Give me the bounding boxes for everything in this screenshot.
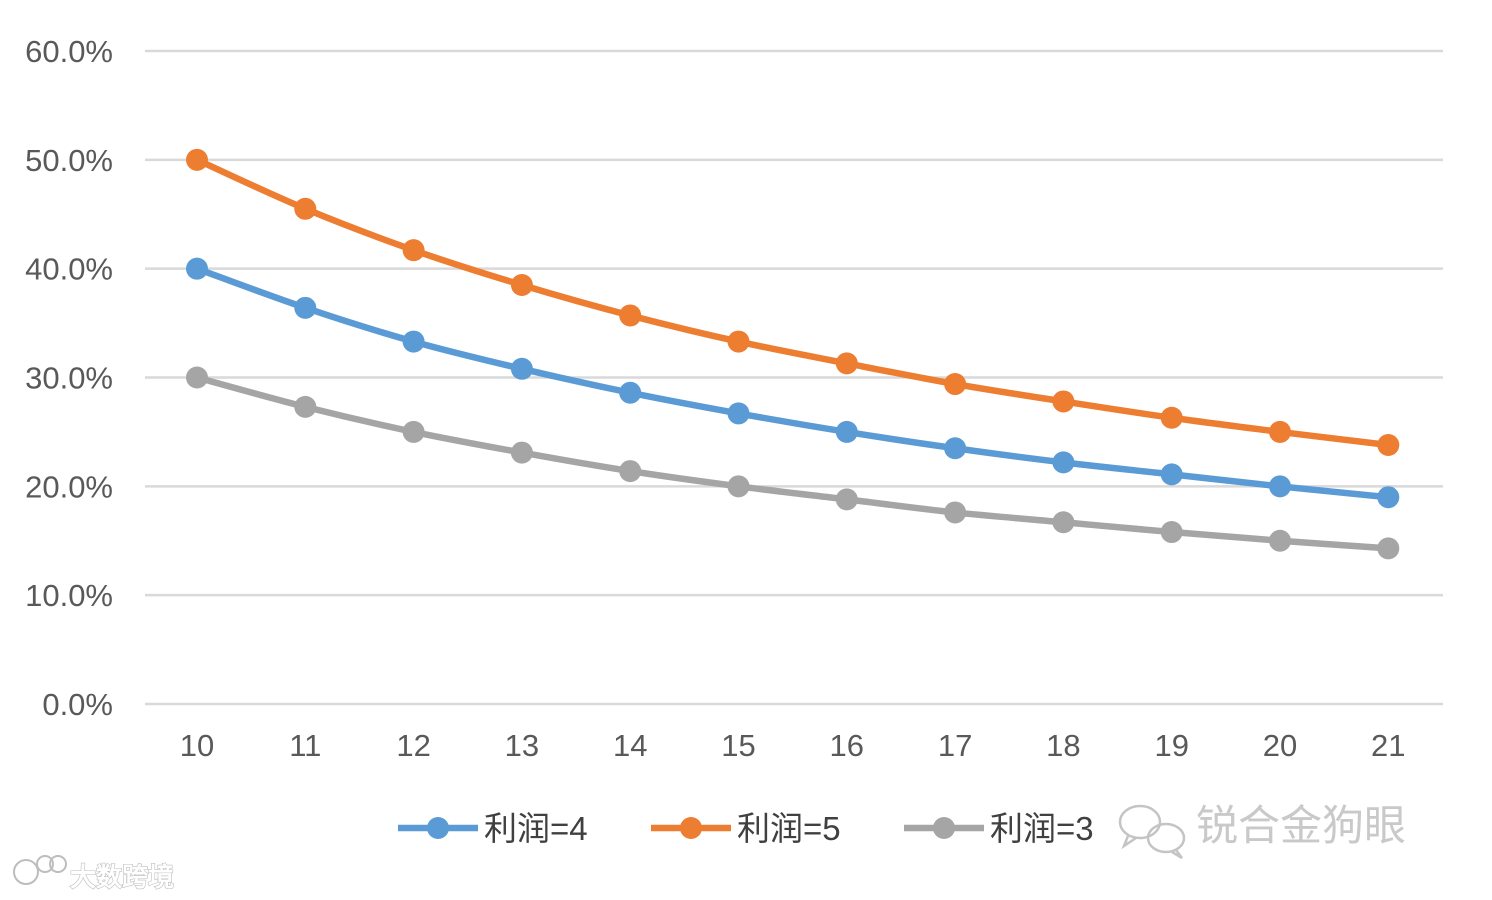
data-point	[186, 366, 208, 389]
legend-marker	[427, 817, 449, 839]
data-point	[727, 402, 750, 425]
legend-label: 利润=5	[737, 810, 841, 847]
x-tick-label: 19	[1154, 728, 1188, 763]
site-logo-watermark: 大数跨境	[13, 855, 175, 893]
data-point	[402, 239, 425, 262]
data-point	[1377, 433, 1400, 456]
data-point	[1160, 463, 1183, 486]
data-point	[727, 475, 750, 498]
legend-label: 利润=4	[484, 810, 588, 847]
data-point	[619, 304, 642, 327]
data-point	[944, 373, 967, 396]
data-point	[835, 420, 858, 443]
legend-label: 利润=3	[990, 810, 1094, 847]
data-point	[944, 437, 967, 460]
y-axis-tick-labels: 0.0% 10.0% 20.0% 30.0% 40.0% 50.0% 60.0%	[25, 34, 113, 722]
series-points	[186, 148, 1400, 560]
x-tick-label: 16	[830, 728, 864, 763]
data-point	[402, 330, 425, 353]
y-tick-label: 40.0%	[25, 252, 113, 287]
x-tick-label: 13	[505, 728, 539, 763]
x-tick-label: 18	[1046, 728, 1080, 763]
series-line	[193, 374, 1392, 552]
y-tick-label: 20.0%	[25, 469, 113, 504]
series-line	[193, 265, 1392, 501]
data-point	[510, 273, 533, 296]
data-point	[835, 488, 858, 511]
legend-marker	[680, 817, 702, 839]
legend-marker	[933, 817, 955, 839]
data-point	[402, 420, 425, 443]
x-tick-label: 21	[1371, 728, 1405, 763]
y-tick-label: 0.0%	[42, 687, 113, 722]
x-tick-label: 12	[396, 728, 430, 763]
legend-item: 利润=4	[398, 810, 588, 847]
data-point	[1052, 511, 1075, 534]
x-tick-label: 20	[1263, 728, 1297, 763]
data-point	[294, 395, 317, 418]
data-point	[186, 257, 208, 280]
data-point	[1377, 486, 1400, 509]
data-point	[294, 197, 317, 220]
data-point	[1052, 451, 1075, 474]
data-point	[1052, 390, 1075, 413]
data-point	[944, 501, 967, 524]
wechat-watermark: 锐合金狗眼	[1118, 802, 1406, 860]
data-point	[510, 357, 533, 380]
data-point	[186, 148, 208, 171]
legend: 利润=4 利润=5 利润=3	[398, 810, 1094, 847]
data-point	[1377, 537, 1400, 560]
x-tick-label: 11	[289, 728, 321, 763]
data-point	[1160, 521, 1183, 544]
series-line	[193, 156, 1392, 449]
data-point	[619, 460, 642, 483]
y-tick-label: 30.0%	[25, 361, 113, 396]
gridlines	[145, 49, 1443, 706]
x-axis-tick-labels: 10 11 12 13 14 15 16 17 18 19 20 21	[180, 728, 1406, 763]
data-point	[619, 381, 642, 404]
data-point	[294, 296, 317, 319]
site-logo-icon	[13, 855, 67, 885]
data-point	[1269, 420, 1291, 443]
data-point	[1269, 529, 1291, 552]
wechat-icon	[1118, 804, 1186, 860]
x-tick-label: 17	[938, 728, 972, 763]
site-logo-text: 大数跨境	[70, 862, 174, 892]
y-tick-label: 10.0%	[25, 578, 113, 613]
x-tick-label: 14	[613, 728, 647, 763]
x-tick-label: 10	[180, 728, 214, 763]
data-point	[1160, 406, 1183, 429]
data-point	[1269, 475, 1291, 498]
series-lines	[193, 156, 1392, 552]
legend-item: 利润=3	[904, 810, 1094, 847]
y-tick-label: 60.0%	[25, 34, 113, 69]
x-tick-label: 15	[721, 728, 755, 763]
y-tick-label: 50.0%	[25, 143, 113, 178]
data-point	[835, 352, 858, 375]
data-point	[727, 330, 750, 353]
data-point	[510, 441, 533, 464]
legend-item: 利润=5	[651, 810, 841, 847]
wechat-account-name: 锐合金狗眼	[1196, 802, 1406, 849]
